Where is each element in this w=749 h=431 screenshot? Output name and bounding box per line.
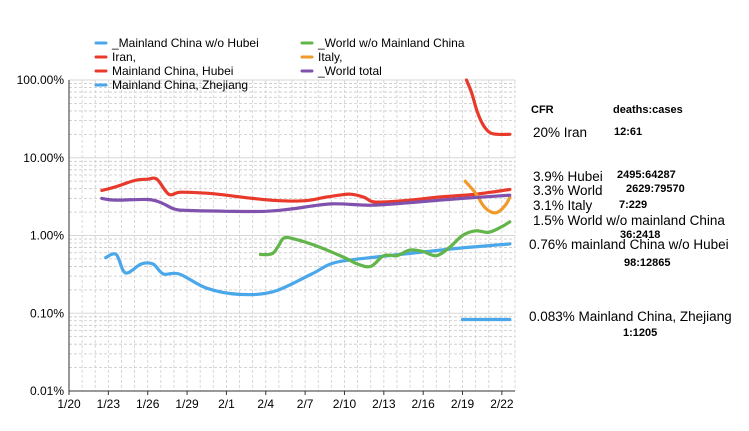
legend-label: Iran,: [112, 50, 136, 64]
x-tick-label: 2/10: [333, 397, 357, 411]
axes: 0.01% 0.10% 1.00% 10.00% 100.00% 1/20 1/23 1/26…: [17, 73, 515, 411]
series-line-italy: [463, 179, 512, 215]
italy-deaths-cases: 7:229: [619, 199, 648, 211]
x-tick-label: 2/19: [451, 397, 475, 411]
y-tick-label: 100.00%: [17, 73, 65, 87]
deaths-cases-header: deaths:cases: [613, 104, 683, 116]
world-cfr-label: 3.3% World: [533, 183, 603, 198]
series-lines: [100, 78, 512, 322]
hubei-cfr-label: 3.9% Hubei: [533, 169, 603, 184]
legend-label: _World total: [317, 64, 382, 78]
world-deaths-cases: 2629:79570: [626, 183, 685, 195]
legend-label: _World w/o Mainland China: [317, 36, 465, 50]
x-tick-label: 2/1: [218, 397, 235, 411]
world-wo-china-deaths-cases: 36:2418: [620, 229, 661, 241]
y-tick-label: 0.10%: [30, 306, 64, 320]
series-line-world-total: [100, 193, 512, 214]
x-tick-label: 2/16: [411, 397, 435, 411]
iran-deaths-cases: 12:61: [614, 126, 643, 138]
series-line-iran: [464, 78, 512, 137]
y-tick-label: 1.00%: [30, 229, 64, 243]
series-line-world-w-o-mainland-china: [258, 220, 512, 269]
series-line-mainland-china-hubei: [100, 176, 512, 204]
italy-cfr-label: 3.1% Italy: [533, 198, 593, 213]
zhejiang-cfr-label: 0.083% Mainland China, Zhejiang: [529, 309, 732, 324]
y-tick-label: 10.00%: [23, 151, 64, 165]
x-tick-label: 2/7: [297, 397, 314, 411]
x-tick-label: 2/22: [490, 397, 514, 411]
iran-cfr-label: 20% Iran: [533, 125, 588, 140]
x-tick-label: 2/4: [257, 397, 274, 411]
cfr-header: CFR: [531, 104, 554, 116]
legend-label: Italy,: [318, 50, 342, 64]
x-tick-label: 1/26: [136, 397, 160, 411]
zhejiang-deaths-cases: 1:1205: [623, 327, 658, 339]
legend-label: _Mainland China w/o Hubei: [111, 36, 259, 50]
legend-label: Mainland China, Zhejiang: [112, 78, 248, 92]
mainland-wo-hubei-deaths-cases: 98:12865: [624, 257, 671, 269]
x-tick-label: 1/20: [57, 397, 81, 411]
y-tick-label: 0.01%: [30, 384, 64, 398]
x-tick-label: 2/13: [372, 397, 396, 411]
grid: [69, 79, 516, 392]
mainland-wo-hubei-cfr-label: 0.76% mainland China w/o Hubei: [529, 237, 729, 252]
legend-label: Mainland China, Hubei: [112, 64, 233, 78]
x-tick-label: 1/23: [97, 397, 121, 411]
world-wo-china-cfr-label: 1.5% World w/o mainland China: [533, 213, 725, 228]
hubei-deaths-cases: 2495:64287: [617, 169, 676, 181]
x-tick-label: 1/29: [175, 397, 199, 411]
